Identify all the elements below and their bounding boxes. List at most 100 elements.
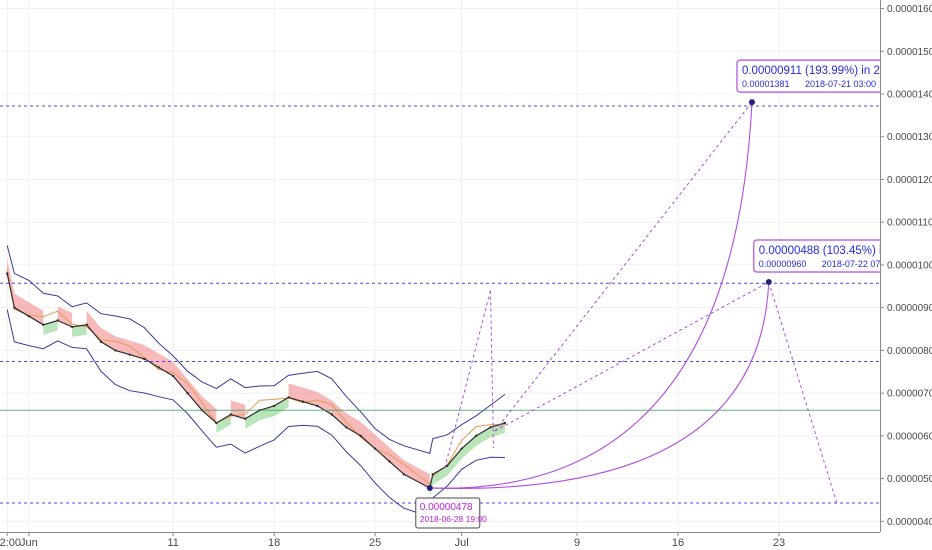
price-point [143, 357, 146, 361]
cloud-segment [288, 383, 303, 402]
x-tick-label: 11 [167, 537, 178, 549]
cloud-segment [7, 259, 15, 308]
price-point [114, 349, 117, 352]
projection-dash-mid [494, 281, 770, 432]
price-point [402, 473, 406, 476]
price-point [489, 426, 492, 429]
cloud-segment [346, 413, 361, 436]
price-point [229, 413, 233, 416]
x-tick-label: 9 [574, 537, 580, 549]
cloud-segment [28, 302, 44, 325]
projection-dash-spike-down [489, 290, 494, 448]
price-point [128, 353, 132, 356]
cloud-segment [144, 344, 159, 368]
cloud-segment [158, 353, 174, 377]
y-axis-background [880, 0, 932, 550]
low-date-label: 2018-06-28 19:00 [420, 514, 487, 524]
price-point [287, 396, 290, 399]
price-point [27, 315, 31, 318]
target_high-price-label: 0.00001381 [742, 79, 790, 89]
cloud-segment [317, 391, 332, 415]
cloud-segment [216, 414, 231, 434]
price-point [13, 306, 16, 309]
price-point [70, 325, 74, 329]
price-point [272, 404, 276, 408]
cloud-segment [187, 379, 202, 411]
price-point [316, 404, 319, 408]
price-point [388, 460, 391, 463]
x-tick-label: Jul [455, 537, 469, 549]
price-point [42, 323, 45, 326]
price-point [474, 434, 478, 438]
x-tick-label: 23 [773, 537, 785, 549]
price-point [56, 319, 59, 322]
cloud-segment [274, 397, 289, 416]
projection-dash-high [494, 101, 753, 432]
price-point [99, 340, 103, 344]
price-point [215, 421, 218, 425]
target_mid-date-label: 2018-07-22 07:00 [822, 259, 893, 269]
target_mid-marker[interactable] [765, 279, 772, 286]
price-point [157, 366, 160, 369]
cloud-segment [360, 421, 376, 449]
cloud-segment [389, 447, 404, 475]
x-tick-label: 18 [268, 537, 280, 549]
cloud-segment [72, 324, 87, 337]
cloud-segment [461, 435, 477, 459]
y-tick-label: 0.00001600 [887, 4, 932, 15]
cloud-segment [201, 396, 217, 424]
projection-arc-high [429, 102, 753, 489]
cloud-segment [476, 427, 491, 446]
annotations: 0.00000911 (193.99%) in 22d 8h 0.00001381… [415, 59, 932, 529]
price-point [345, 426, 348, 429]
price-point [6, 272, 9, 275]
cloud-segment [302, 387, 318, 406]
upper-band [6, 245, 506, 455]
projection-dash-spike [444, 290, 491, 469]
target_mid-price-label: 0.00000960 [759, 259, 807, 269]
projection-dash-drop [768, 281, 838, 504]
x-tick-label: 12:00 [0, 537, 21, 549]
cloud-segment [14, 293, 29, 317]
cloud-segment [432, 465, 448, 485]
price-point [460, 447, 463, 450]
low-box [415, 497, 481, 529]
cloud-segment [115, 336, 130, 355]
projection-lines [429, 101, 838, 504]
bollinger-bands [6, 245, 506, 518]
cloud-segment [245, 410, 260, 429]
target_high-date-label: 2018-07-21 03:00 [805, 79, 876, 89]
price-point [244, 417, 247, 420]
price-point [330, 413, 334, 416]
price-point [446, 464, 449, 467]
cloud-segment [86, 310, 101, 342]
x-tick-label: 25 [369, 537, 381, 549]
low-marker[interactable] [426, 484, 433, 491]
x-tick-label: 16 [672, 537, 684, 549]
cloud-segment [100, 327, 116, 351]
moving-average [6, 269, 505, 485]
price-point [373, 447, 377, 450]
price-point [171, 374, 175, 378]
cloud-segment [375, 434, 390, 462]
target_high-marker[interactable] [748, 99, 755, 106]
projection-arc-mid [429, 281, 770, 489]
target_high-main-label: 0.00000911 (193.99%) in 22d 8h [742, 65, 909, 77]
price-point [85, 323, 88, 326]
price-point [503, 421, 507, 425]
ichimoku-cloud [7, 259, 505, 498]
